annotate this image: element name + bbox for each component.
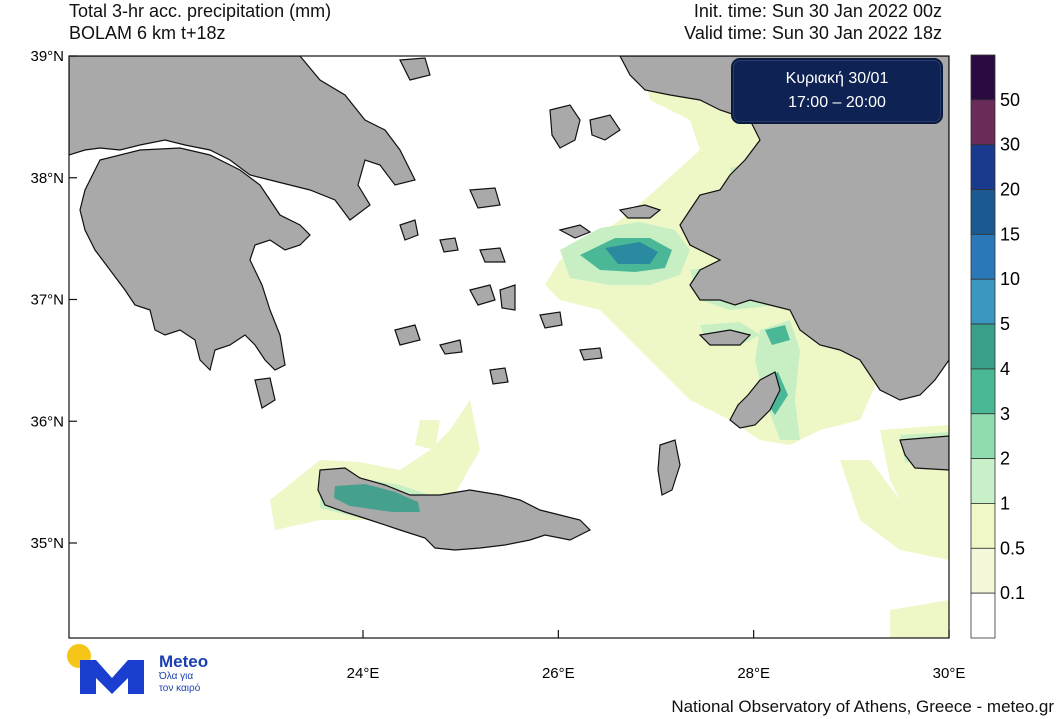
land-masses [69,56,949,551]
legend-swatch [970,547,996,594]
legend-swatch [970,323,996,370]
logo-tagline-2: τον καιρό [159,683,201,694]
legend-label: 30 [1000,135,1020,155]
legend-label: 15 [1000,224,1020,244]
credit-text: National Observatory of Athens, Greece -… [671,697,1054,716]
badge-day: Κυριακή 30/01 [785,70,889,87]
legend-label: 0.5 [1000,538,1025,558]
legend-swatch [970,278,996,325]
legend-swatch [970,592,996,639]
time-info: Init. time: Sun 30 Jan 2022 00z Valid ti… [684,0,942,44]
legend-label: 4 [1000,359,1010,379]
legend-label: 2 [1000,449,1010,469]
lat-label: 38°N [30,170,64,187]
legend-label: 10 [1000,269,1020,289]
legend-swatch [970,413,996,460]
legend-swatch [970,368,996,415]
legend-swatch [970,99,996,146]
meteo-logo [67,644,144,694]
legend-swatch [970,233,996,280]
title-line-1: Total 3-hr acc. precipitation (mm) [69,1,332,21]
legend-swatch [970,503,996,549]
legend-label: 20 [1000,180,1020,200]
logo-text: Meteo Όλα για τον καιρό [159,653,208,695]
lon-label: 28°E [737,665,770,682]
legend-label: 5 [1000,314,1010,334]
m-letter-icon [80,660,144,694]
badge-hours: 17:00 – 20:00 [788,94,886,111]
title-line-2: BOLAM 6 km t+18z [69,23,226,43]
legend-label: 0.1 [1000,583,1025,603]
init-time: Init. time: Sun 30 Jan 2022 00z [693,1,942,21]
lat-label: 39°N [30,48,64,65]
precip-overlay-crete [334,484,420,512]
lon-label: 24°E [347,665,380,682]
lat-label: 35°N [30,535,64,552]
logo-name: Meteo [159,652,209,671]
legend-swatch [970,144,996,190]
legend-swatch [970,189,996,235]
lat-label: 37°N [30,292,64,309]
time-window-badge: Κυριακή 30/01 17:00 – 20:00 [731,58,943,124]
lon-label: 26°E [542,665,575,682]
legend-label: 3 [1000,404,1010,424]
precip-legend: 50 30 20 15 10 5 4 3 2 1 0.5 0.1 [970,54,1025,639]
legend-label: 50 [1000,90,1020,110]
lon-label: 30°E [933,665,966,682]
logo-tagline-1: Όλα για [159,671,194,682]
lat-label: 36°N [30,413,64,430]
valid-time: Valid time: Sun 30 Jan 2022 18z [684,23,942,43]
legend-label: 1 [1000,493,1010,513]
legend-swatch [970,54,996,101]
legend-swatch [970,458,996,504]
map-title: Total 3-hr acc. precipitation (mm) BOLAM… [69,0,331,44]
